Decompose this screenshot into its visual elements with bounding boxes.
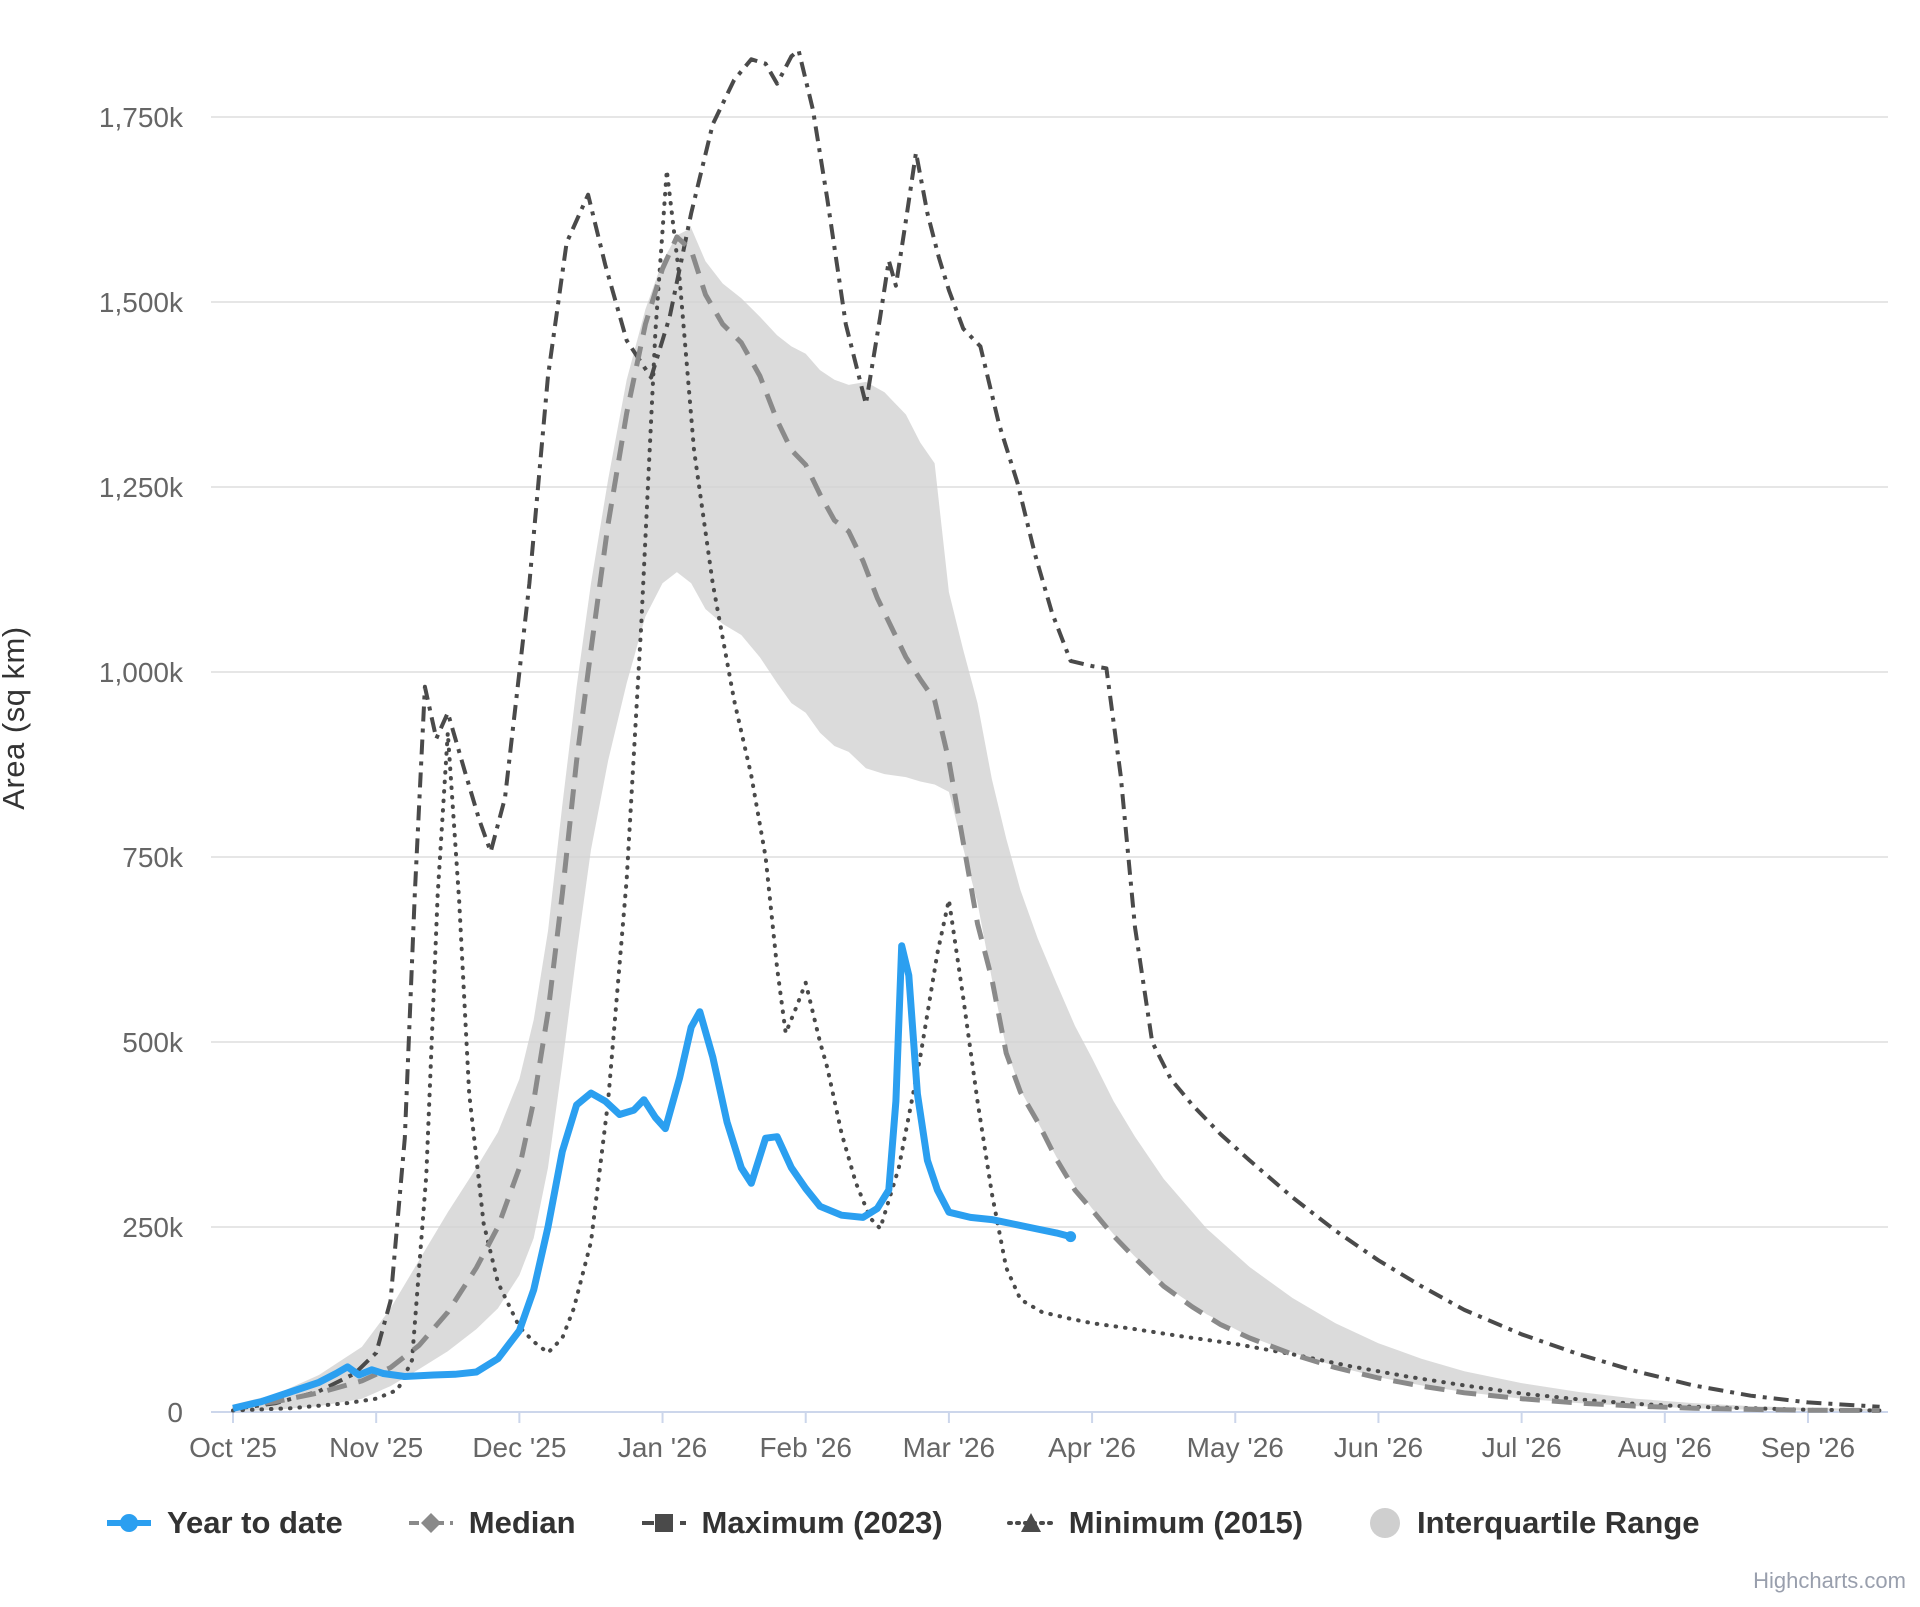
y-tick-label: 250k (122, 1212, 184, 1243)
minimum-marker-icon (1006, 1513, 1055, 1532)
legend-label: Year to date (167, 1505, 343, 1540)
x-tick-label: Aug '26 (1618, 1432, 1712, 1463)
y-tick-label: 1,250k (99, 472, 184, 503)
x-tick-label: Feb '26 (759, 1432, 852, 1463)
x-tick-label: Nov '25 (329, 1432, 423, 1463)
y-tick-label: 1,000k (99, 657, 184, 688)
maximum-marker-icon (641, 1514, 686, 1532)
y-tick-label: 750k (122, 842, 184, 873)
legend-item-interquartile-range[interactable]: Interquartile Range (1367, 1505, 1700, 1541)
x-tick-label: Mar '26 (903, 1432, 996, 1463)
x-tick-label: Apr '26 (1048, 1432, 1136, 1463)
y-tick-label: 1,500k (99, 287, 184, 318)
legend: Year to date Median Maximum (2023) Minim… (105, 1505, 1865, 1541)
x-tick-label: Jan '26 (618, 1432, 707, 1463)
median-marker-icon (408, 1513, 453, 1533)
y-tick-label: 0 (167, 1397, 183, 1428)
x-tick-label: Oct '25 (189, 1432, 277, 1463)
legend-label: Minimum (2015) (1068, 1505, 1304, 1540)
x-tick-label: May '26 (1187, 1432, 1284, 1463)
x-tick-label: Jul '26 (1482, 1432, 1562, 1463)
y-tick-label: 1,750k (99, 102, 184, 133)
legend-item-year-to-date[interactable]: Year to date (105, 1505, 343, 1541)
year-to-date-last-point[interactable] (1065, 1231, 1077, 1243)
legend-label: Median (468, 1505, 576, 1540)
series-interquartile-range-area[interactable] (233, 228, 1880, 1412)
y-tick-label: 500k (122, 1027, 184, 1058)
x-tick-label: Jun '26 (1334, 1432, 1423, 1463)
legend-item-maximum-2023[interactable]: Maximum (2023) (640, 1505, 943, 1541)
legend-label: Interquartile Range (1417, 1505, 1700, 1540)
legend-item-minimum-2015[interactable]: Minimum (2015) (1006, 1505, 1304, 1541)
x-tick-label: Dec '25 (472, 1432, 566, 1463)
plot-area: 0 250k 500k 750k 1,000k 1,250k 1,500k 1,750k Oct… (99, 48, 1888, 1463)
highcharts-credit[interactable]: Highcharts.com (1753, 1568, 1906, 1593)
legend-label: Maximum (2023) (701, 1505, 943, 1540)
year-to-date-marker-icon (107, 1514, 151, 1532)
interquartile-range-marker-icon (1370, 1508, 1401, 1538)
series-median-line[interactable] (232, 234, 1880, 1413)
x-tick-label: Sep '26 (1761, 1432, 1855, 1463)
legend-item-median[interactable]: Median (407, 1505, 576, 1541)
series-year-to-date-line[interactable] (232, 942, 1072, 1412)
